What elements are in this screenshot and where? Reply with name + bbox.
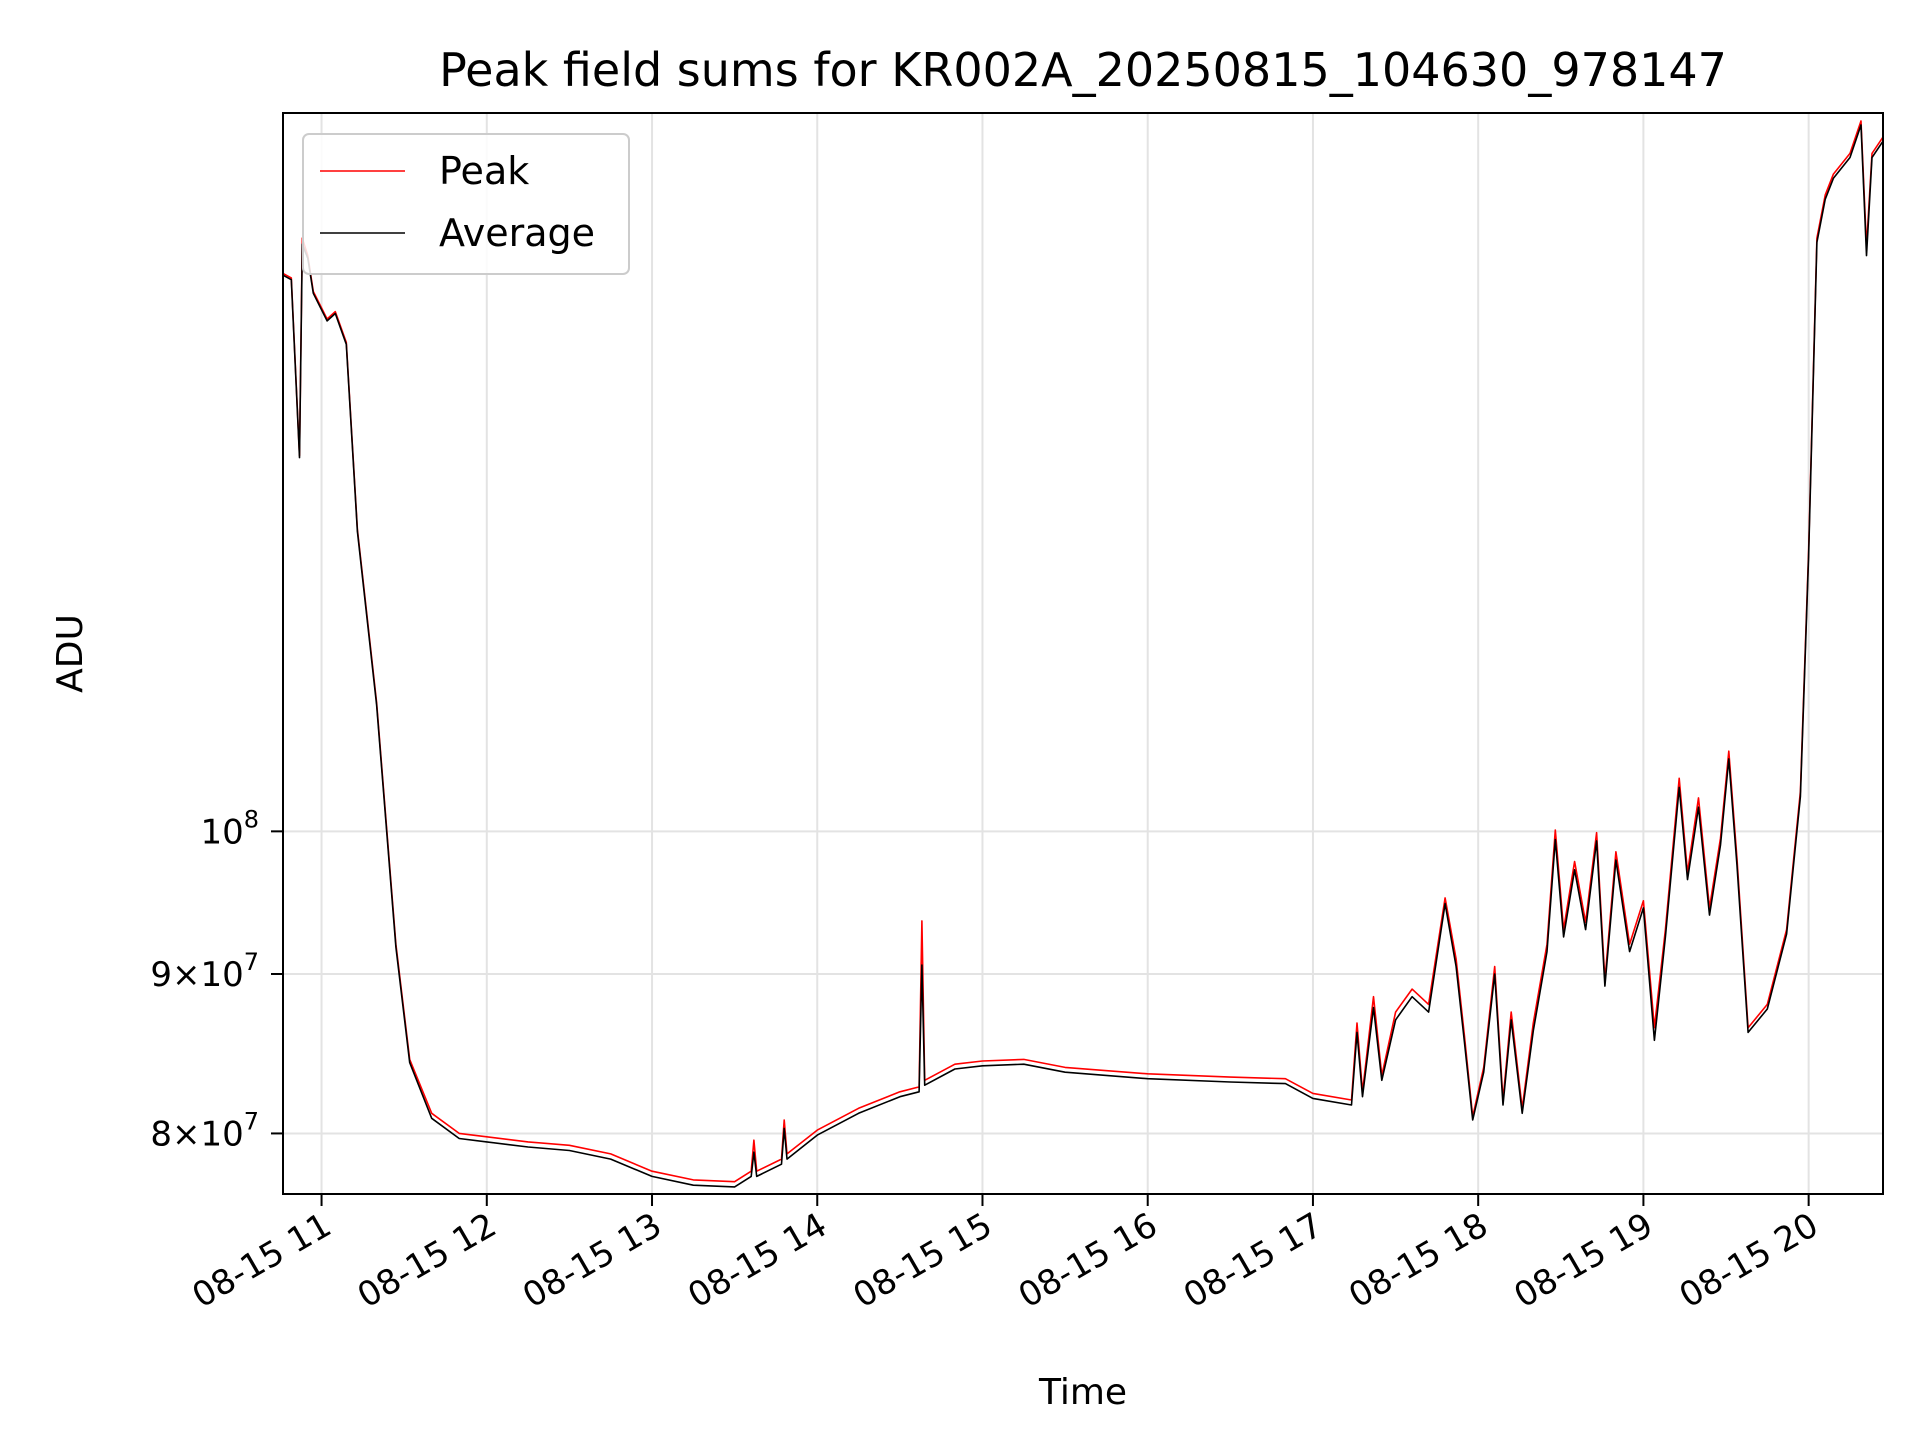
y-axis-title: ADU (50, 614, 91, 693)
y-tick-label: 9×107 (150, 948, 259, 995)
legend: Peak Average (302, 133, 630, 275)
legend-label-average: Average (439, 211, 595, 255)
series-line-average (282, 124, 1884, 1188)
series-layer (282, 120, 1884, 1188)
legend-label-peak: Peak (439, 149, 529, 193)
series-line-peak (282, 120, 1884, 1183)
grid-layer (283, 113, 1883, 1194)
x-axis-title: Time (1038, 1372, 1127, 1413)
chart-title: Peak field sums for KR002A_20250815_1046… (439, 43, 1727, 97)
plot-frame (282, 112, 1884, 1195)
y-tick-label: 8×107 (150, 1107, 259, 1154)
legend-box (302, 133, 630, 275)
